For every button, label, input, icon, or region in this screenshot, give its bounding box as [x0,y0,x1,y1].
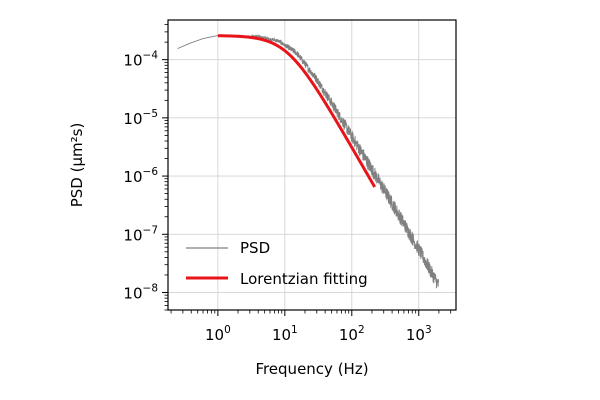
legend-fit-label: Lorentzian fitting [240,270,368,288]
x-axis-title: Frequency (Hz) [255,360,368,378]
axis-ticks [162,24,452,316]
x-tick-labels: 100 101 102 103 [205,324,432,344]
legend: PSD Lorentzian fitting [186,239,368,288]
y-tick-label: 10−4 [123,50,158,70]
x-tick-label: 100 [205,324,231,344]
y-tick-label: 10−6 [123,166,158,186]
x-tick-label: 102 [339,324,365,344]
series-layer [177,34,440,289]
x-tick-label: 101 [272,324,298,344]
y-axis-title: PSD (μm²s) [68,123,86,208]
psd-series-line [177,34,440,289]
x-tick-label: 103 [406,324,432,344]
y-tick-label: 10−8 [123,282,158,302]
legend-psd-label: PSD [240,239,270,257]
plot-frame [167,19,457,311]
y-tick-label: 10−7 [123,224,158,244]
y-tick-labels: 10−8 10−7 10−6 10−5 10−4 [123,50,158,303]
grid [168,20,456,310]
y-tick-label: 10−5 [123,108,158,128]
lorentzian-fit-line [217,34,377,188]
